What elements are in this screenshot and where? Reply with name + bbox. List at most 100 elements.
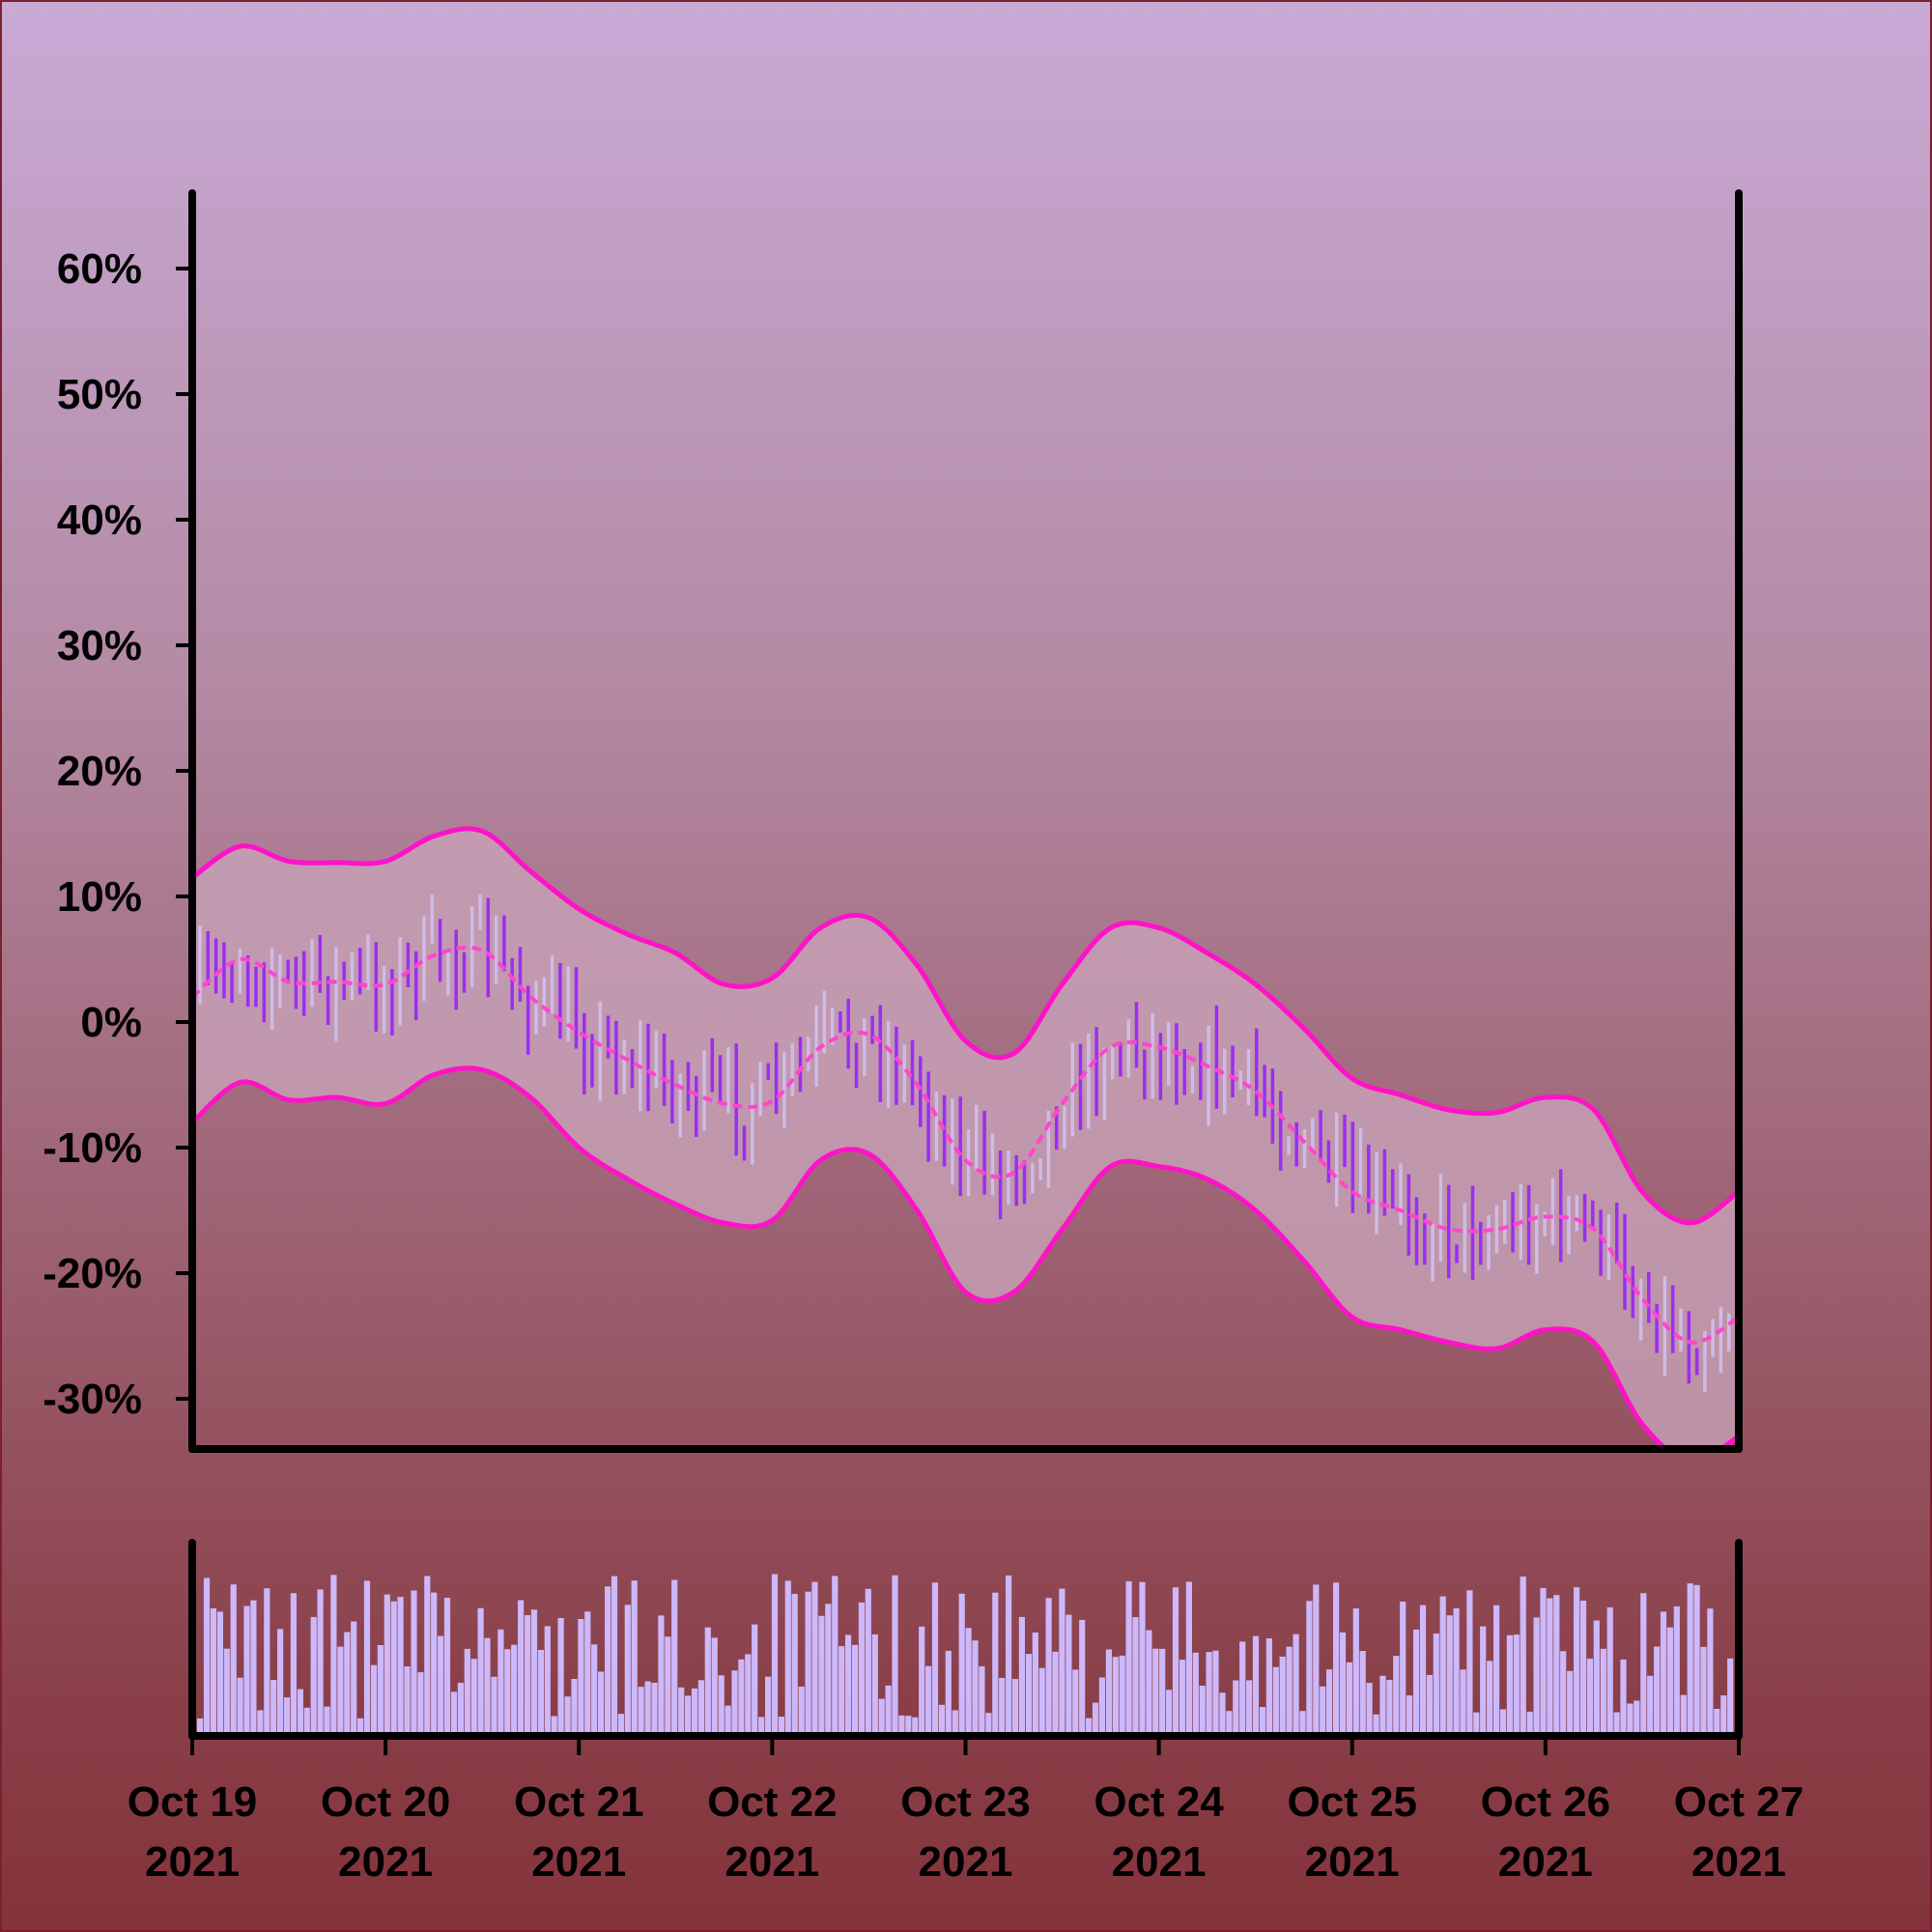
volume-bar (912, 1717, 919, 1736)
volume-bar (230, 1584, 237, 1736)
band-lines (192, 826, 1739, 1449)
volume-bar (1125, 1580, 1132, 1736)
volume-bar (972, 1640, 979, 1736)
volume-bar (1246, 1680, 1253, 1736)
x-tick-label: Oct 23 (900, 1778, 1031, 1826)
x-tick-year-label: 2021 (338, 1838, 433, 1886)
volume-bar (1660, 1611, 1667, 1736)
volume-bar (651, 1683, 658, 1736)
volume-bar (1152, 1648, 1159, 1736)
volume-bar (1359, 1651, 1366, 1736)
volume-bar (317, 1589, 324, 1736)
volume-bar (1386, 1680, 1393, 1736)
volume-bar (1406, 1695, 1413, 1736)
volume-bar (1293, 1634, 1299, 1736)
volume-bar (337, 1646, 344, 1736)
volume-bar (557, 1618, 564, 1736)
volume-bar (697, 1680, 704, 1736)
volume-bar (985, 1713, 992, 1736)
bollinger-band (192, 828, 1739, 1449)
volume-bar (1634, 1700, 1640, 1736)
band-upper-line (192, 826, 1739, 1226)
volume-bar (1560, 1651, 1567, 1736)
volume-bar (377, 1645, 384, 1736)
volume-bar (243, 1605, 250, 1736)
volume-bar (671, 1579, 678, 1736)
x-tick-label: Oct 27 (1674, 1778, 1804, 1826)
volume-bar (1025, 1654, 1032, 1736)
volume-bar (1192, 1652, 1199, 1736)
volume-bar (605, 1586, 611, 1736)
volume-bar (1693, 1584, 1700, 1736)
volume-bar (431, 1592, 438, 1736)
volume-bar (544, 1626, 551, 1736)
volume-bar (738, 1659, 745, 1736)
candles (192, 826, 1739, 1449)
volume-bar (1433, 1633, 1439, 1736)
volume-bar (297, 1689, 303, 1736)
y-tick-label: 60% (57, 245, 142, 293)
volume-bar (905, 1716, 912, 1736)
volume-bar (1366, 1683, 1373, 1736)
volume-bar (1574, 1587, 1580, 1736)
volume-bar (704, 1627, 711, 1736)
y-tick-label: 40% (57, 497, 142, 544)
volume-bar (1259, 1707, 1266, 1736)
volume-bar (892, 1575, 898, 1736)
volume-bar (1018, 1616, 1025, 1736)
volume-bar (443, 1598, 451, 1736)
volume-bar (504, 1649, 511, 1736)
x-tick-label: Oct 22 (707, 1778, 838, 1826)
volume-bar (1299, 1711, 1306, 1736)
volume-bar (838, 1646, 845, 1736)
volume-bar (1146, 1630, 1152, 1736)
volume-bar (1045, 1598, 1052, 1736)
volume-bar (1400, 1602, 1406, 1736)
volume-bar (885, 1685, 892, 1736)
x-tick-year-label: 2021 (145, 1838, 240, 1886)
volume-bar (765, 1676, 772, 1736)
volume-bar (931, 1582, 939, 1736)
volume-bar (464, 1648, 470, 1736)
volume-bar (1680, 1694, 1687, 1736)
y-tick-label: 0% (80, 999, 142, 1046)
volume-bar (1593, 1620, 1600, 1736)
volume-bar (1159, 1648, 1166, 1736)
volume-bars (197, 1574, 1734, 1736)
volume-bar (1673, 1605, 1680, 1736)
x-tick-label: Oct 25 (1287, 1778, 1417, 1826)
volume-bar (310, 1616, 317, 1736)
volume-bar (945, 1650, 952, 1736)
volume-bar (818, 1615, 825, 1736)
volume-bar (571, 1679, 578, 1736)
volume-bar (878, 1698, 885, 1736)
volume-bar (1098, 1677, 1105, 1736)
volume-bar (865, 1588, 871, 1736)
volume-bar (1279, 1656, 1286, 1736)
x-tick-label: Oct 19 (128, 1778, 258, 1826)
volume-bar (851, 1644, 859, 1736)
volume-bar (1032, 1633, 1038, 1736)
x-tick-label: Oct 20 (321, 1778, 451, 1826)
volume-bar (237, 1677, 243, 1736)
volume-bar (417, 1672, 424, 1736)
volume-bar (283, 1697, 291, 1736)
y-tick-label: 30% (57, 622, 142, 669)
x-tick-year-label: 2021 (724, 1838, 819, 1886)
volume-bar (257, 1710, 264, 1736)
volume-bar (250, 1600, 257, 1736)
volume-bar (303, 1707, 310, 1736)
volume-bar (450, 1691, 458, 1736)
volume-bar (457, 1683, 464, 1736)
volume-bar (1352, 1608, 1359, 1736)
volume-bar (758, 1717, 765, 1736)
volume-bar (1179, 1660, 1186, 1736)
volume-bar (992, 1592, 999, 1736)
volume-bar (1052, 1651, 1059, 1736)
volume-bar (825, 1604, 832, 1736)
volume-bar (351, 1621, 357, 1736)
volume-bar (1540, 1587, 1547, 1736)
volume-bar (898, 1715, 905, 1736)
volume-bar (638, 1687, 644, 1736)
